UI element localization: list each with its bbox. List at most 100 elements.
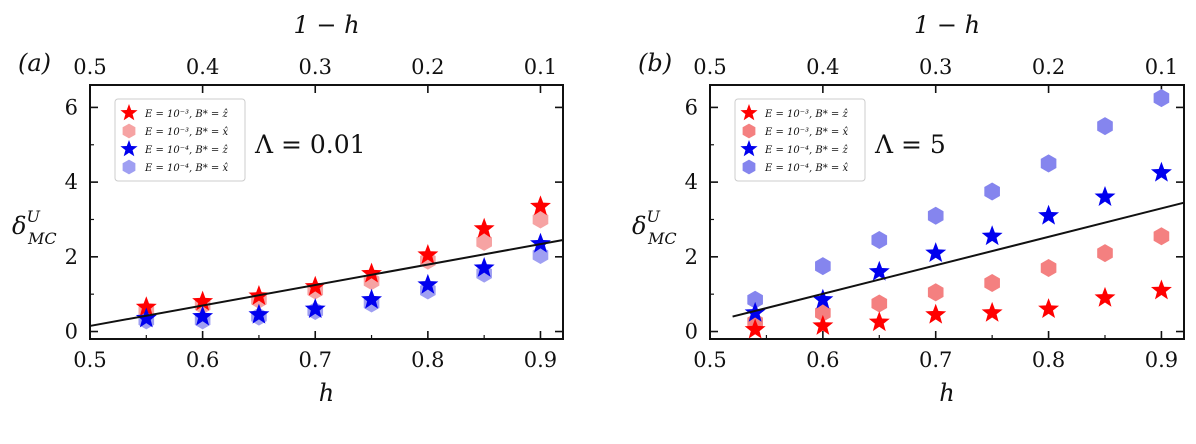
data-point — [812, 314, 834, 335]
legend-marker — [122, 159, 136, 175]
legend-label: E = 10⁻⁴, B* = ẑ — [764, 145, 848, 156]
top-tick-label: 0.5 — [693, 55, 726, 79]
axes-frame — [709, 84, 1185, 340]
series-0 — [744, 279, 1172, 339]
legend-label: E = 10⁻³, B* = ẑ — [764, 109, 848, 120]
data-point — [248, 303, 270, 324]
data-point — [1150, 161, 1172, 182]
legend-label: E = 10⁻⁴, B* = x̂ — [144, 163, 228, 174]
legend-label: E = 10⁻³, B* = ẑ — [144, 109, 228, 120]
x-tick-label: 0.6 — [806, 348, 839, 372]
x-tick-label: 0.7 — [299, 348, 332, 372]
data-point — [747, 290, 763, 309]
data-point — [304, 298, 326, 319]
data-point — [1150, 279, 1172, 300]
top-tick-label: 0.3 — [919, 55, 952, 79]
y-axis-title: δU MC — [632, 207, 677, 248]
top-tick-label: 0.1 — [1145, 55, 1178, 79]
x-axis-title: h — [939, 379, 954, 407]
x-tick-label: 0.9 — [1145, 348, 1178, 372]
data-point — [1097, 244, 1113, 263]
x-tick-label: 0.9 — [524, 348, 557, 372]
panel-a: 0.5 0.6 0.7 0.8 0.9 0.5 0.4 0.3 0.2 0.1 0 2 4 6 h 1 − h… — [12, 11, 564, 407]
series-1 — [747, 227, 1170, 332]
y-tick-label: 4 — [65, 170, 78, 194]
data-point — [361, 262, 383, 283]
legend-marker — [740, 140, 758, 157]
data-point — [473, 217, 495, 238]
x-tick-label: 0.5 — [73, 348, 106, 372]
legend-label: E = 10⁻⁴, B* = x̂ — [764, 163, 848, 174]
x-tick-label: 0.7 — [919, 348, 952, 372]
data-point — [981, 301, 1003, 322]
data-point — [417, 273, 439, 294]
data-point — [925, 242, 947, 262]
data-point — [927, 283, 944, 302]
top-tick-label: 0.4 — [806, 55, 839, 79]
x-tick-label: 0.6 — [186, 348, 219, 372]
data-point — [532, 245, 549, 264]
data-point — [871, 294, 888, 313]
data-point — [135, 296, 157, 317]
data-point — [1040, 259, 1057, 278]
y-axis-title: δU MC — [12, 207, 57, 248]
top-tick-label: 0.5 — [73, 55, 106, 79]
top-tick-label: 0.4 — [186, 55, 219, 79]
data-point — [192, 305, 214, 326]
series-0 — [135, 195, 551, 317]
legend-marker — [742, 159, 756, 175]
top-tick-label: 0.3 — [299, 55, 332, 79]
data-point — [815, 257, 831, 276]
data-point — [868, 260, 890, 281]
legend-label: E = 10⁻⁴, B* = ẑ — [144, 145, 228, 156]
legend-marker — [120, 140, 138, 157]
data-point — [744, 318, 766, 339]
data-point — [530, 195, 551, 216]
y-tick-label: 0 — [65, 320, 78, 344]
top-tick-label: 0.1 — [524, 55, 557, 79]
series-2 — [135, 232, 551, 328]
fit-line — [732, 201, 1185, 318]
data-point — [361, 288, 383, 309]
data-point — [1094, 186, 1116, 206]
lambda-annotation: Λ = 5 — [874, 130, 946, 159]
data-point — [871, 230, 888, 250]
data-point — [984, 182, 1000, 201]
y-axis-title-sub: MC — [27, 229, 57, 248]
fit-line — [89, 239, 564, 327]
data-point — [476, 232, 492, 251]
y-tick-label: 2 — [65, 245, 78, 269]
top-axis-title: 1 − h — [914, 11, 980, 39]
data-point — [812, 288, 834, 309]
legend-marker — [122, 123, 136, 139]
data-point — [135, 307, 157, 328]
y-tick-label: 0 — [685, 320, 698, 344]
data-point — [984, 273, 1000, 292]
legend-marker — [120, 104, 138, 121]
y-tick-label: 4 — [685, 170, 698, 194]
data-point — [1153, 89, 1170, 108]
y-tick-label: 6 — [65, 95, 78, 119]
legend-label: E = 10⁻³, B* = x̂ — [144, 127, 228, 138]
data-point — [927, 206, 944, 225]
data-point — [868, 311, 890, 332]
y-axis-title-sup: U — [646, 207, 660, 226]
x-tick-label: 0.8 — [1032, 348, 1065, 372]
data-point — [1153, 227, 1170, 246]
y-axis-title-sup: U — [26, 207, 40, 226]
data-point — [417, 243, 439, 264]
legend-marker — [742, 123, 756, 139]
y-axis-title-base: δ — [632, 212, 646, 240]
legend: E = 10⁻³, B* = ẑ E = 10⁻³, B* = x̂ E = 10⁻… — [734, 98, 866, 182]
legend-marker — [740, 104, 758, 121]
legend-label: E = 10⁻³, B* = x̂ — [764, 127, 848, 138]
data-point — [473, 257, 495, 277]
legend-box — [734, 98, 866, 182]
legend-box — [114, 98, 246, 182]
y-tick-label: 2 — [685, 245, 698, 269]
data-point — [981, 225, 1003, 246]
data-point — [1038, 298, 1060, 319]
x-tick-label: 0.5 — [693, 348, 726, 372]
data-point — [1040, 154, 1057, 173]
